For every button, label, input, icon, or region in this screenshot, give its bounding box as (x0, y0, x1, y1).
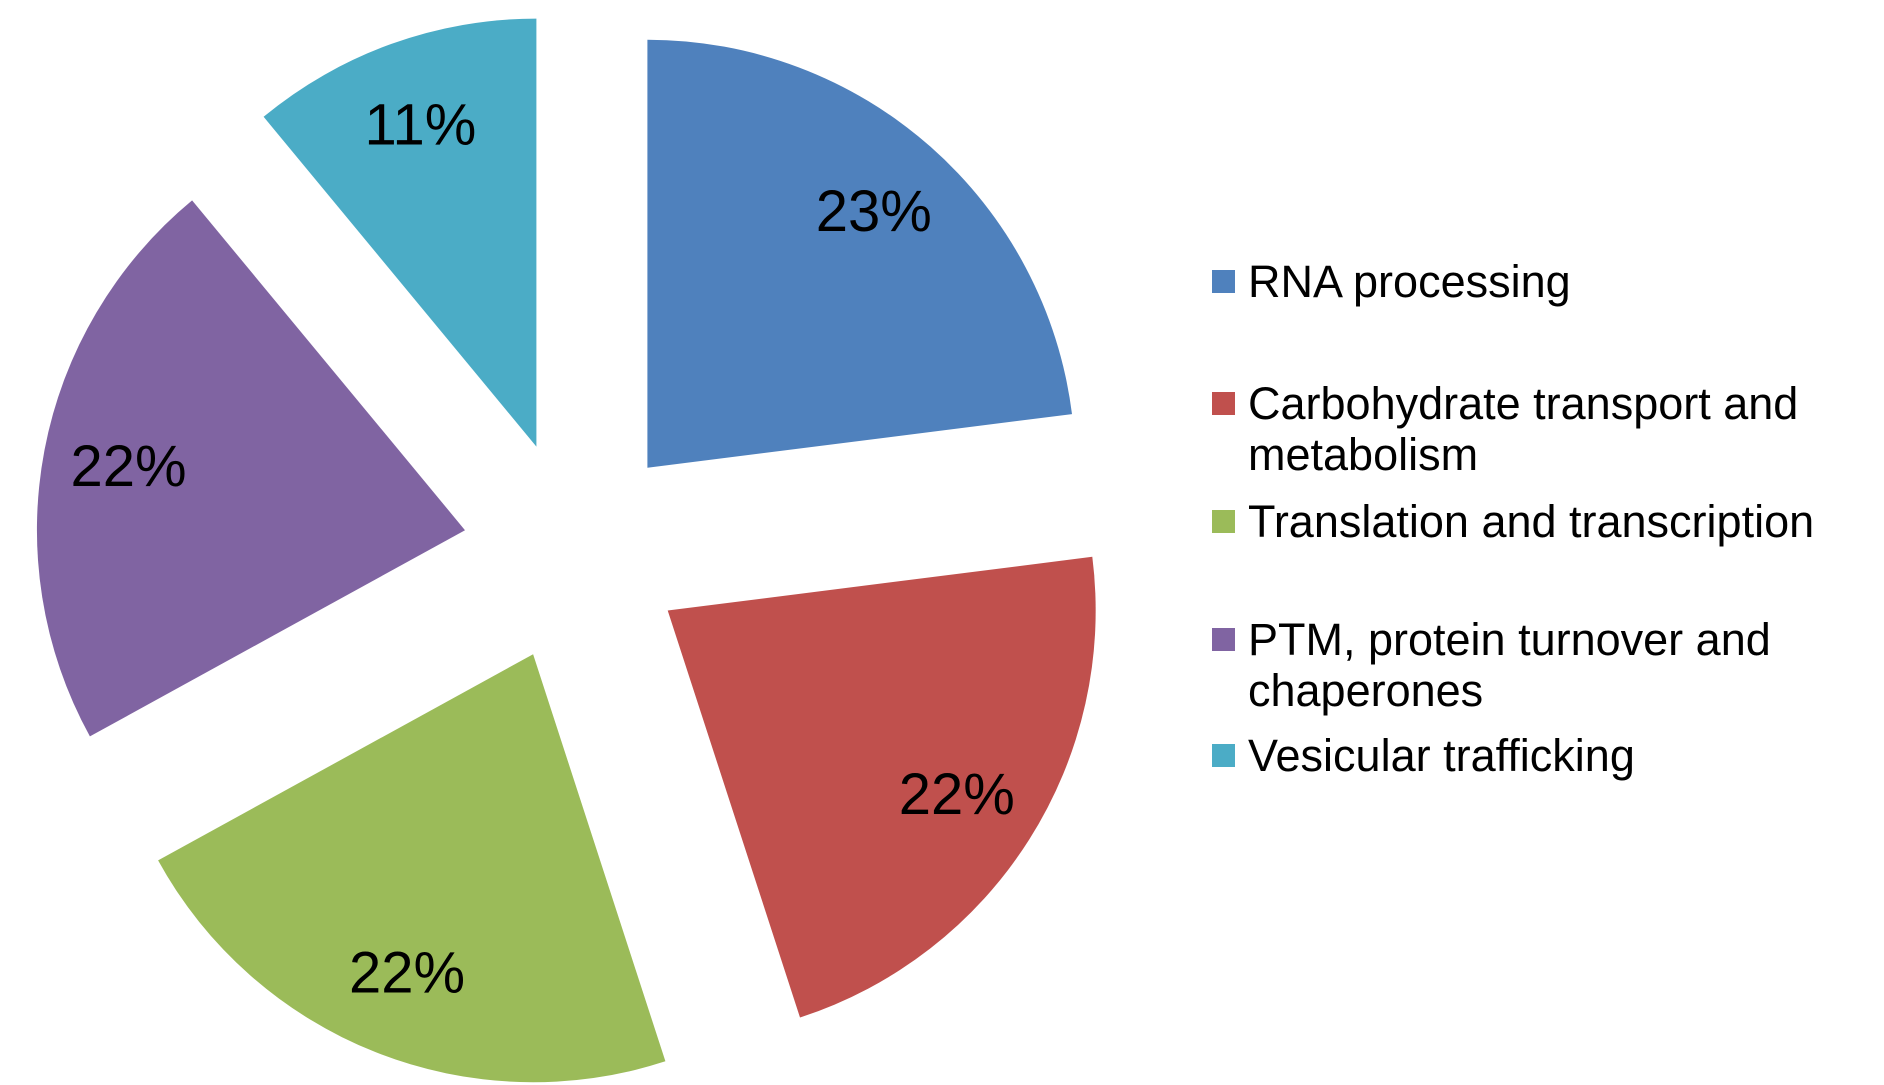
legend-item-rna-processing: RNA processing (1212, 256, 1884, 307)
legend-item-vesicular-trafficking: Vesicular trafficking (1212, 730, 1884, 781)
legend-swatch-vesicular-trafficking (1212, 744, 1235, 767)
pie-slice-0 (647, 39, 1072, 468)
pie-slice-4 (263, 18, 537, 447)
pie-slice-3 (36, 200, 466, 737)
legend-item-label: Carbohydrate transport and metabolism (1248, 378, 1799, 480)
legend-swatch-carbohydrate-transport (1212, 392, 1235, 415)
legend-item-translation-transcription: Translation and transcription (1212, 496, 1884, 547)
legend-item-label: RNA processing (1248, 256, 1571, 307)
legend-item-label: PTM, protein turnover and chaperones (1248, 614, 1771, 716)
slice-label-3: 22% (71, 434, 187, 499)
legend-item-label: Vesicular trafficking (1248, 730, 1635, 781)
legend-swatch-translation-transcription (1212, 510, 1235, 533)
legend-item-label: Translation and transcription (1248, 496, 1815, 547)
slice-label-4: 11% (365, 92, 477, 157)
legend-item-ptm-protein-turnover: PTM, protein turnover and chaperones (1212, 614, 1884, 716)
legend: RNA processing Carbohydrate transport an… (1212, 0, 1884, 1085)
pie-slice-2 (158, 654, 666, 1083)
legend-swatch-rna-processing (1212, 270, 1235, 293)
slice-label-1: 22% (899, 762, 1015, 827)
slice-label-0: 23% (816, 179, 932, 244)
slice-label-2: 22% (349, 941, 465, 1006)
legend-item-carbohydrate-transport: Carbohydrate transport and metabolism (1212, 378, 1884, 480)
legend-swatch-ptm-protein-turnover (1212, 628, 1235, 651)
pie-slice-1 (667, 556, 1096, 1018)
